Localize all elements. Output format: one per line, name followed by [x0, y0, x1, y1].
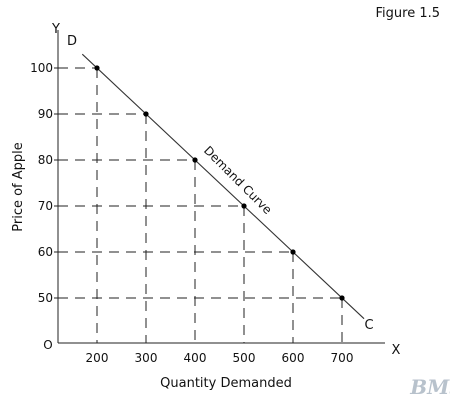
y-tick-label: 90 — [38, 107, 53, 121]
curve-start-label: D — [67, 34, 77, 49]
guide-lines — [58, 67, 343, 343]
x-tick-label: 200 — [86, 351, 109, 365]
series — [81, 53, 365, 320]
demand-curve-line — [81, 53, 365, 320]
y-axis-letter: Y — [51, 22, 60, 37]
x-tick-label: 600 — [282, 351, 305, 365]
figure-label: Figure 1.5 — [376, 6, 441, 21]
y-tick-label: 70 — [38, 199, 53, 213]
x-axis-title: Quantity Demanded — [160, 376, 292, 391]
y-tick-label: 80 — [38, 153, 53, 167]
x-tick-label: 500 — [233, 351, 256, 365]
ticks: 200 300 400 500 600 700 50 60 70 80 90 100 — [30, 61, 353, 365]
y-axis-title: Price of Apple — [11, 142, 26, 232]
data-point — [94, 65, 100, 71]
x-tick-label: 300 — [135, 351, 158, 365]
x-tick-label: 700 — [331, 351, 354, 365]
y-tick-label: 100 — [30, 61, 53, 75]
origin-label: O — [43, 338, 52, 352]
data-point — [339, 295, 345, 301]
watermark-logo: BMS — [409, 375, 450, 399]
curve-end-label: C — [364, 318, 373, 333]
data-point — [192, 157, 198, 163]
x-axis-letter: X — [392, 343, 401, 358]
data-point — [290, 249, 296, 255]
y-tick-label: 50 — [38, 291, 53, 305]
data-point — [143, 111, 149, 117]
data-point — [241, 203, 247, 209]
y-tick-label: 60 — [38, 245, 53, 259]
axes — [57, 30, 385, 344]
labels: Figure 1.5 Quantity Demanded Price of Ap… — [11, 6, 450, 399]
x-tick-label: 400 — [184, 351, 207, 365]
